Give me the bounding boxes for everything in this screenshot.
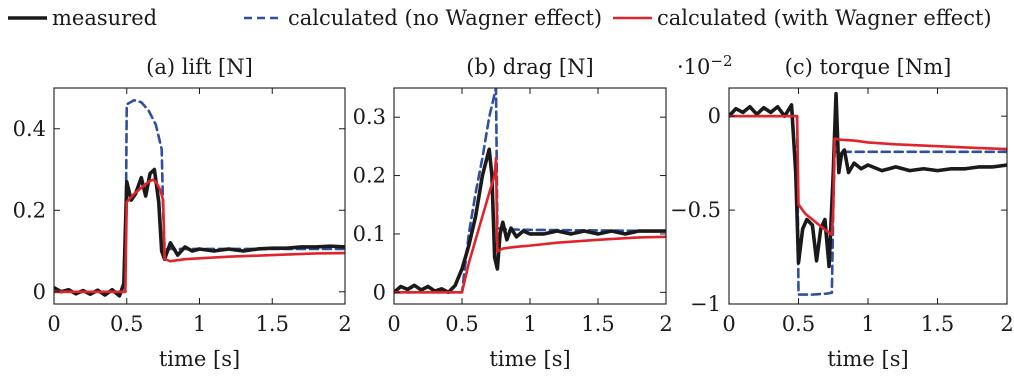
x-axis-label: time [s] [489,347,570,371]
chart-panel: (a) lift [N] time [s] 0 0.5 1 1.5 2 0 0.2 0.4 [13,55,352,371]
y-tick-label: 0 [33,280,46,304]
y-tick-label: 0.2 [13,198,46,222]
y-tick-label: −0.5 [670,198,721,222]
series-line [394,88,666,294]
y-tick-label: 0 [373,280,386,304]
legend-label: calculated (no Wagner effect) [288,6,602,30]
chart-panels: (a) lift [N]time [s]0 0.5 1 1.5 200.20.4(b) … [13,52,1014,371]
y-tick-label: 0.4 [13,117,46,141]
chart-title: (b) drag [N] [466,55,593,79]
plot-frame [393,87,667,305]
plot-frame [53,87,346,305]
chart-panel: (c) torque [Nm] ·10−2 time [s] 0 0.5 1 1.5 2 −1 −… [670,52,1014,371]
y-tick-label: −1 [690,292,721,316]
x-axis-label: time [s] [159,347,240,371]
x-tick-label: 0 [47,312,60,336]
legend: measured calculated (no Wagner effect) cal… [8,6,992,30]
series-line [729,114,1007,296]
series-line [729,91,1007,269]
legend-label: measured [52,6,157,30]
x-tick-label: 1.5 [921,312,954,336]
series-line [54,167,345,298]
y-tick-label: 0.3 [353,105,386,129]
x-tick-label: 2 [659,312,672,336]
legend-entry: measured [8,6,157,30]
x-tick-label: 2 [338,312,351,336]
series-line [729,114,1007,236]
legend-entry: calculated (no Wagner effect) [244,6,602,30]
x-tick-label: 1 [193,312,206,336]
legend-label: calculated (with Wagner effect) [657,6,992,30]
chart-title: (c) torque [Nm] [785,55,952,79]
x-tick-label: 0.5 [782,312,815,336]
x-tick-label: 1 [523,312,536,336]
x-tick-label: 1 [861,312,874,336]
x-tick-label: 0 [722,312,735,336]
axis-scale-label: ·10−2 [677,52,733,79]
y-tick-label: 0.1 [353,222,386,246]
x-tick-label: 0.5 [445,312,478,336]
x-axis-label: time [s] [827,347,908,371]
x-tick-label: 2 [1000,312,1013,336]
x-tick-label: 1.5 [581,312,614,336]
x-tick-label: 0.5 [110,312,143,336]
series-line [54,178,345,294]
chart-title: (a) lift [N] [146,55,253,79]
plot-frame [728,87,1008,305]
legend-entry: calculated (with Wagner effect) [613,6,992,30]
y-tick-label: 0.2 [353,164,386,188]
x-tick-label: 1.5 [256,312,289,336]
y-tick-label: 0 [708,104,721,128]
series-line [54,98,345,294]
chart-panel: (b) drag [N] time [s] 0 0.5 1 1.5 2 0 0.1 0.2 0.3 [353,55,673,371]
series-line [394,147,666,295]
x-tick-label: 0 [387,312,400,336]
series-line [394,156,666,294]
